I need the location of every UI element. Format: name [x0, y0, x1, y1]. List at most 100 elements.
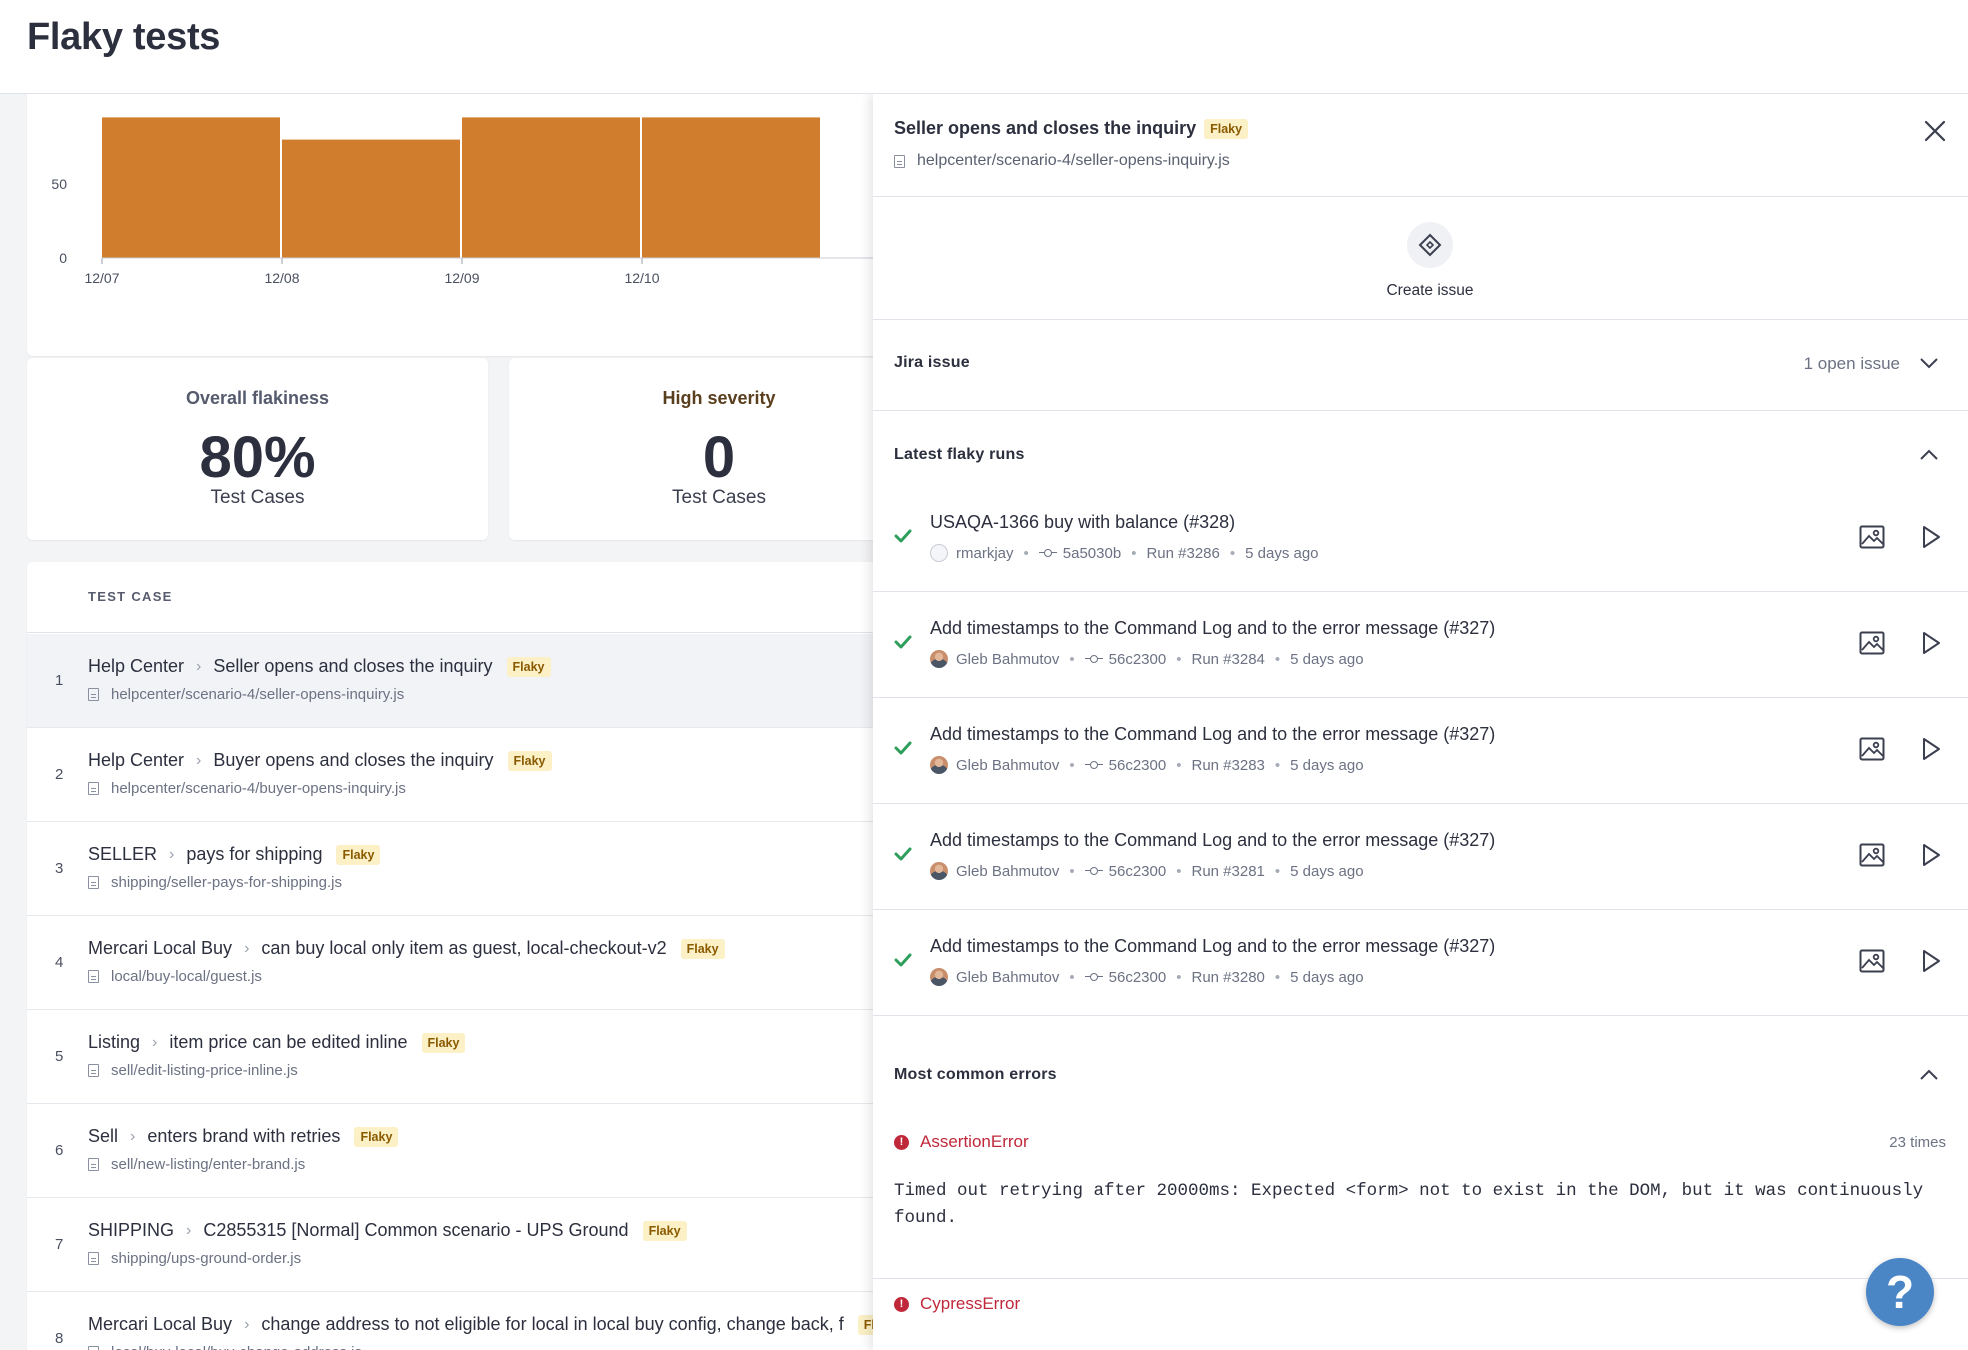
error-name: ! CypressError	[894, 1294, 1020, 1314]
avatar	[930, 862, 948, 880]
table-row[interactable]: 7 SHIPPING › C2855315 [Normal] Common scena…	[27, 1198, 873, 1292]
table-row[interactable]: 8 Mercari Local Buy › change address to not…	[27, 1292, 873, 1350]
flaky-run-item[interactable]: Add timestamps to the Command Log and to…	[873, 910, 1968, 1016]
screenshot-icon[interactable]	[1859, 843, 1885, 867]
play-icon[interactable]	[1921, 631, 1941, 655]
table-row[interactable]: 1 Help Center › Seller opens and closes the…	[27, 634, 873, 728]
separator-dot: •	[1069, 968, 1075, 986]
latest-flaky-runs-section[interactable]: Latest flaky runs	[873, 426, 1968, 486]
drawer-file-path: helpcenter/scenario-4/seller-opens-inqui…	[894, 152, 1230, 170]
table-row[interactable]: 4 Mercari Local Buy › can buy local only it…	[27, 916, 873, 1010]
play-icon[interactable]	[1921, 525, 1941, 549]
commit-icon	[1038, 548, 1057, 558]
flaky-badge: Flaky	[642, 1220, 687, 1241]
run-time: 5 days ago	[1290, 650, 1364, 668]
screenshot-icon[interactable]	[1859, 949, 1885, 973]
test-case-table: TEST CASE 1 Help Center › Seller opens and …	[27, 562, 873, 1350]
flaky-chart-card: 0 50 12/07 12/08 12/09 12/10	[27, 94, 873, 356]
flaky-badge: Flaky	[507, 750, 552, 771]
file-path-text: shipping/ups-ground-order.js	[111, 1250, 302, 1267]
table-row[interactable]: 6 Sell › enters brand with retries Flaky sell…	[27, 1104, 873, 1198]
jira-issue-section[interactable]: Jira issue 1 open issue	[873, 334, 1968, 394]
separator-dot: •	[1069, 862, 1075, 880]
row-number: 6	[55, 1142, 64, 1159]
run-author: Gleb Bahmutov	[956, 862, 1060, 880]
flaky-badge: Flaky	[421, 1032, 466, 1053]
table-row[interactable]: 3 SELLER › pays for shipping Flaky shipping/s…	[27, 822, 873, 916]
separator-dot: •	[1274, 968, 1281, 986]
file-icon	[88, 1346, 99, 1350]
row-number: 1	[55, 672, 64, 689]
file-icon	[88, 688, 99, 701]
table-row[interactable]: 2 Help Center › Buyer opens and closes the …	[27, 728, 873, 822]
drawer-title: Seller opens and closes the inquiry Flak…	[894, 118, 1249, 139]
run-title[interactable]: Add timestamps to the Command Log and to…	[930, 936, 1496, 956]
run-author: Gleb Bahmutov	[956, 968, 1060, 986]
flaky-run-item[interactable]: Add timestamps to the Command Log and to…	[873, 804, 1968, 910]
most-common-errors-section[interactable]: Most common errors	[873, 1046, 1968, 1106]
run-title[interactable]: USAQA-1366 buy with balance (#328)	[930, 512, 1236, 532]
play-icon[interactable]	[1921, 949, 1941, 973]
chevron-up-icon	[1920, 449, 1938, 460]
play-icon[interactable]	[1921, 737, 1941, 761]
flaky-run-item[interactable]: USAQA-1366 buy with balance (#328) rmarkj…	[873, 486, 1968, 592]
screenshot-icon[interactable]	[1859, 737, 1885, 761]
bar-12/07[interactable]	[102, 117, 280, 259]
section-title: Jira issue	[894, 354, 970, 371]
file-path-text: helpcenter/scenario-4/seller-opens-inqui…	[111, 686, 405, 703]
section-title: Latest flaky runs	[894, 446, 1025, 463]
help-button[interactable]: ?	[1866, 1258, 1934, 1326]
separator-dot: •	[1176, 968, 1182, 986]
run-title[interactable]: Add timestamps to the Command Log and to…	[930, 724, 1496, 744]
flaky-badge: Flaky	[857, 1314, 873, 1335]
suite-name: SELLER	[88, 844, 158, 864]
row-title: Listing › item price can be edited inline F…	[88, 1032, 466, 1053]
row-number: 4	[55, 954, 64, 971]
error-name-text: AssertionError	[920, 1132, 1029, 1151]
row-file-path: sell/edit-listing-price-inline.js	[88, 1062, 298, 1079]
check-icon	[894, 635, 912, 649]
create-issue-button[interactable]: Create issue	[1360, 222, 1500, 322]
chevron-right-icon: ›	[152, 1033, 158, 1051]
test-name: item price can be edited inline	[169, 1032, 408, 1052]
suite-name: Help Center	[88, 750, 185, 770]
flaky-run-item[interactable]: Add timestamps to the Command Log and to…	[873, 592, 1968, 698]
flaky-bar-chart: 0 50 12/07 12/08 12/09 12/10	[51, 117, 873, 286]
avatar	[930, 650, 948, 668]
run-number: Run #3283	[1191, 756, 1265, 774]
bar-12/10[interactable]	[642, 117, 820, 259]
file-icon	[88, 970, 99, 983]
commit-icon	[1084, 760, 1103, 770]
avatar	[930, 756, 948, 774]
flaky-run-item[interactable]: Add timestamps to the Command Log and to…	[873, 698, 1968, 804]
run-author: Gleb Bahmutov	[956, 650, 1060, 668]
run-title[interactable]: Add timestamps to the Command Log and to…	[930, 618, 1496, 638]
stat-sub: Test Cases	[210, 487, 305, 508]
screenshot-icon[interactable]	[1859, 525, 1885, 549]
bar-12/08[interactable]	[282, 139, 460, 258]
divider	[873, 319, 1968, 320]
run-title[interactable]: Add timestamps to the Command Log and to…	[930, 830, 1496, 850]
close-icon[interactable]	[1920, 116, 1950, 146]
file-path-text: shipping/seller-pays-for-shipping.js	[111, 874, 342, 891]
file-icon	[894, 154, 905, 168]
x-tick-label: 12/07	[84, 270, 119, 286]
file-icon	[88, 782, 99, 795]
row-title: Mercari Local Buy › change address to not …	[88, 1314, 873, 1335]
screenshot-icon[interactable]	[1859, 631, 1885, 655]
play-icon[interactable]	[1921, 843, 1941, 867]
separator-dot: •	[1274, 862, 1281, 880]
file-path-text: local/buy-local/buy-change-address.js	[111, 1344, 362, 1350]
chevron-right-icon: ›	[169, 845, 175, 863]
stat-sub: Test Cases	[672, 487, 766, 508]
error-alert-icon: !	[894, 1134, 909, 1150]
table-row[interactable]: 5 Listing › item price can be edited inline…	[27, 1010, 873, 1104]
bar-12/09[interactable]	[462, 117, 640, 259]
page-header: Flaky tests	[0, 0, 1968, 94]
row-title: SHIPPING › C2855315 [Normal] Common scenar…	[88, 1220, 687, 1241]
test-name: C2855315 [Normal] Common scenario - UPS …	[203, 1220, 629, 1240]
row-title: Help Center › Seller opens and closes the …	[88, 656, 551, 677]
y-tick-label: 0	[59, 250, 67, 266]
run-commit: 56c2300	[1108, 862, 1167, 880]
section-title: Most common errors	[894, 1066, 1057, 1083]
